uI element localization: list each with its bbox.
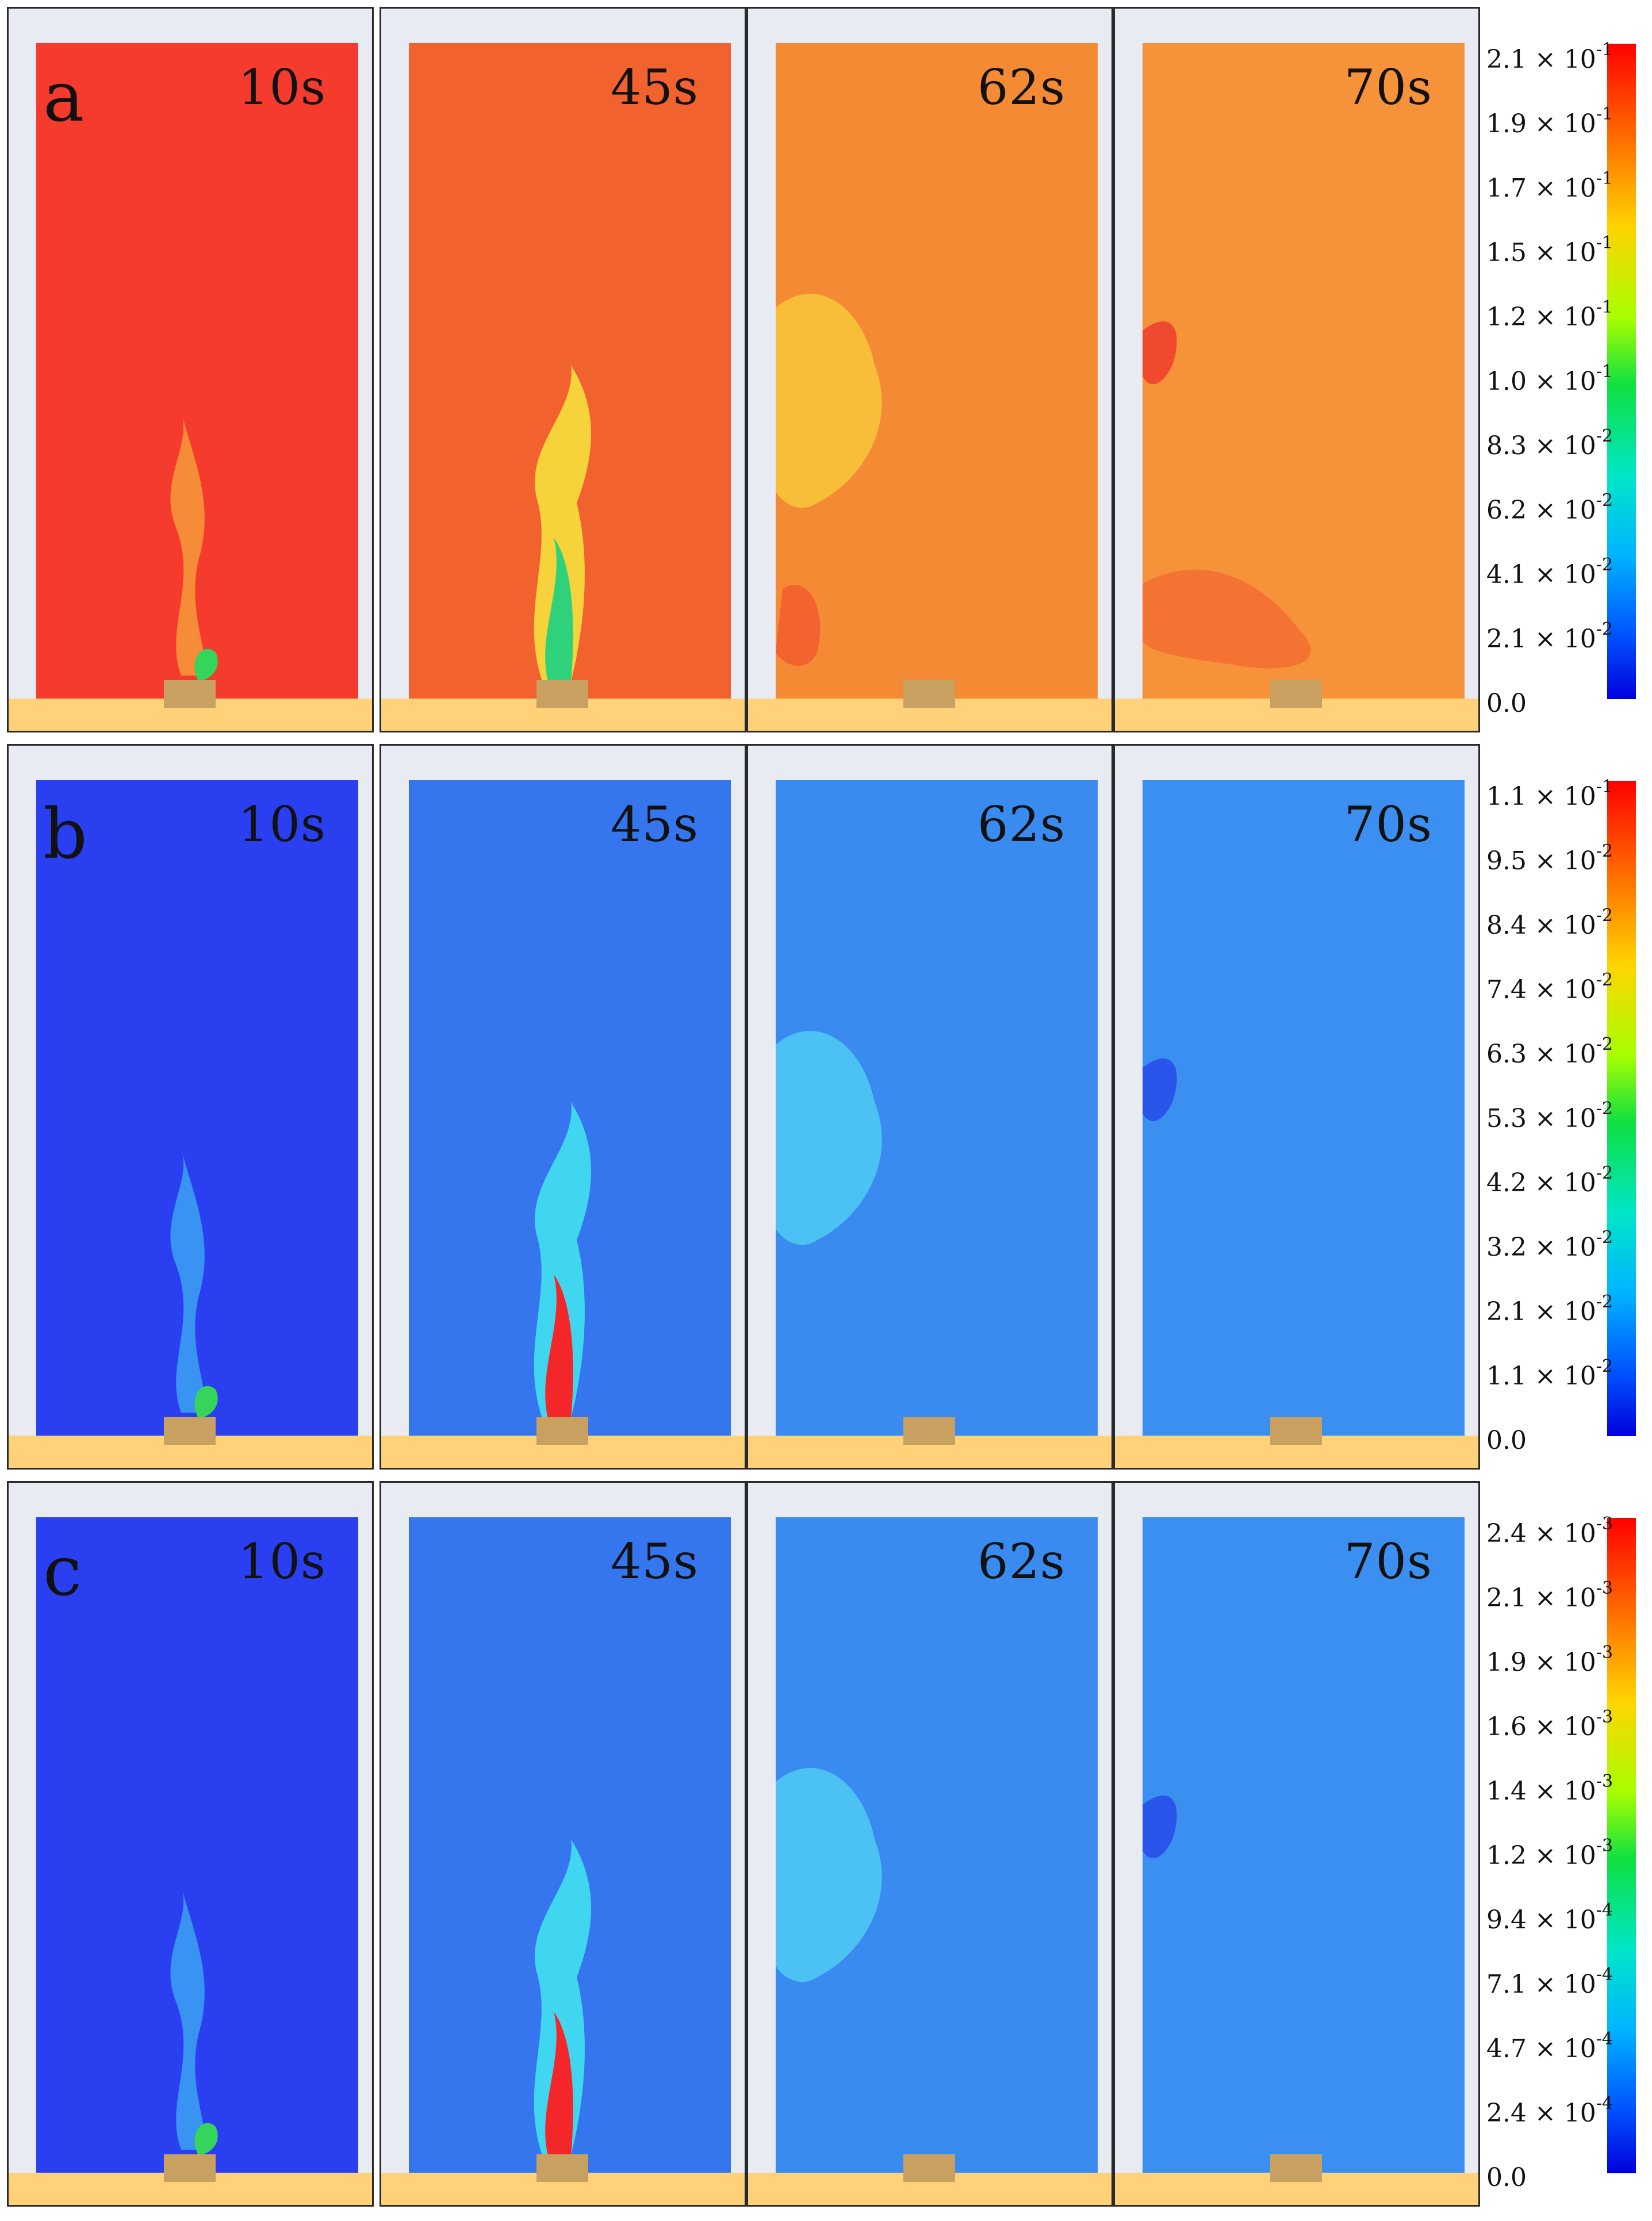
colorbar [1607,781,1636,1436]
panel-c-10s: c 10s [7,1481,374,2207]
panel-b-45s: 45s [380,744,746,1470]
colorbar-tick: 4.7 × 10-4 [1486,2029,1613,2063]
panel-c-45s: 45s [380,1481,746,2207]
time-label: 10s [238,796,326,853]
room-render [1115,1483,1478,2205]
colorbar-tick: 1.2 × 10-1 [1486,297,1613,332]
panel-b-10s: b 10s [7,744,374,1470]
colorbar-tick: 2.1 × 10-2 [1486,619,1613,654]
room-render [748,9,1111,731]
room-render [1115,9,1478,731]
colorbar-tick: 2.4 × 10-4 [1486,2093,1613,2128]
colorbar-tick: 1.2 × 10-3 [1486,1836,1613,1870]
time-label: 70s [1344,59,1432,116]
room-render [381,746,745,1468]
colorbar-tick: 1.1 × 10-1 [1486,777,1613,811]
colorbar-tick: 7.4 × 10-2 [1486,970,1613,1004]
colorbar-tick: 8.4 × 10-2 [1486,906,1613,940]
colorbar-tick: 0.0 [1486,689,1527,718]
room-render [748,746,1111,1468]
colorbar-tick: 1.7 × 10-1 [1486,168,1613,203]
colorbar-tick: 9.5 × 10-2 [1486,841,1613,876]
colorbar-tick: 1.5 × 10-1 [1486,233,1613,267]
time-label: 70s [1344,796,1432,853]
row-letter: c [43,1532,82,1612]
room-render [381,1483,745,2205]
row-b: b 10s 45s 62s 70s [0,744,1652,1471]
colorbar-tick: 8.3 × 10-2 [1486,426,1613,461]
colorbar-tick: 1.6 × 10-3 [1486,1707,1613,1741]
colorbar-tick: 6.3 × 10-2 [1486,1034,1613,1069]
colorbar-tick: 2.1 × 10-1 [1486,40,1613,74]
colorbar-tick: 4.1 × 10-2 [1486,555,1613,589]
colorbar-tick: 1.9 × 10-3 [1486,1643,1613,1677]
room-render [9,1483,372,2205]
time-label: 62s [978,59,1065,116]
panel-b-70s: 70s [1113,744,1480,1470]
colorbar-tick: 3.2 × 10-2 [1486,1228,1613,1262]
room-render [9,746,372,1468]
room-render [1115,746,1478,1468]
time-label: 45s [611,59,699,116]
time-label: 10s [238,59,326,116]
panel-b-62s: 62s [746,744,1113,1470]
colorbar-tick: 1.9 × 10-1 [1486,104,1613,139]
colorbar [1607,1518,1636,2173]
colorbar-tick: 4.2 × 10-2 [1486,1163,1613,1198]
colorbar-tick: 1.1 × 10-2 [1486,1356,1613,1391]
panel-c-70s: 70s [1113,1481,1480,2207]
room-render [748,1483,1111,2205]
row-letter: a [43,57,85,137]
row-a: a 10s 45s 62s [0,7,1652,734]
colorbar-tick: 0.0 [1486,2163,1527,2192]
row-c: c 10s 45s 62s 70s [0,1481,1652,2208]
time-label: 62s [978,1533,1065,1590]
time-label: 45s [611,796,699,853]
room-render [381,9,745,731]
colorbar-tick: 0.0 [1486,1426,1527,1455]
panel-a-70s: 70s [1113,7,1480,732]
colorbar-tick: 2.1 × 10-3 [1486,1578,1613,1613]
panel-a-45s: 45s [380,7,746,732]
time-label: 70s [1344,1533,1432,1590]
time-label: 45s [611,1533,699,1590]
colorbar-tick: 5.3 × 10-2 [1486,1099,1613,1133]
room-render [9,9,372,731]
colorbar-tick: 1.0 × 10-1 [1486,362,1613,396]
colorbar-tick: 6.2 × 10-2 [1486,490,1613,525]
panel-c-62s: 62s [746,1481,1113,2207]
time-label: 10s [238,1533,326,1590]
time-label: 62s [978,796,1065,853]
colorbar-tick: 2.4 × 10-3 [1486,1514,1613,1548]
row-letter: b [43,795,87,874]
colorbar-tick: 1.4 × 10-3 [1486,1771,1613,1806]
panel-a-10s: a 10s [7,7,374,732]
panel-a-62s: 62s [746,7,1113,732]
colorbar-tick: 7.1 × 10-4 [1486,1965,1613,1999]
colorbar-tick: 2.1 × 10-2 [1486,1292,1613,1326]
colorbar-tick: 9.4 × 10-4 [1486,1900,1613,1935]
colorbar [1607,44,1636,699]
